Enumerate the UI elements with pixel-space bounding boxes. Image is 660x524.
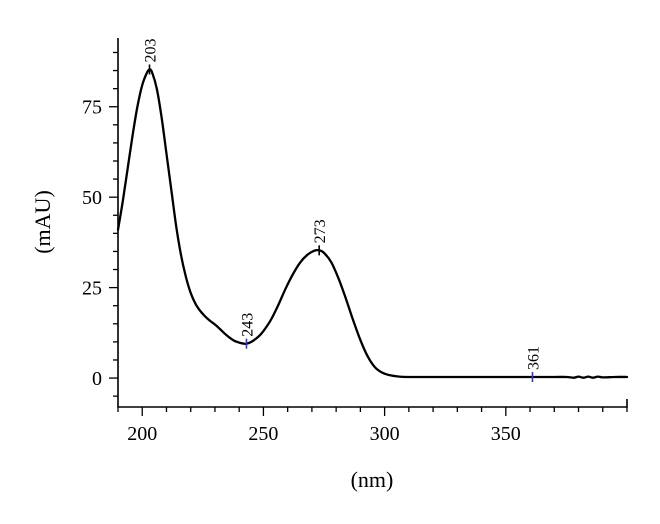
y-tick-label: 50 <box>82 187 102 209</box>
x-axis-title: (nm) <box>351 467 394 492</box>
y-tick-label: 0 <box>92 368 102 390</box>
peak-label: 273 <box>312 219 329 243</box>
x-tick-label: 250 <box>248 423 278 445</box>
x-tick-label: 350 <box>491 423 521 445</box>
y-axis-title: (mAU) <box>30 190 55 254</box>
ticks-layer: 200 250 300 350 0 25 50 75 <box>82 51 628 445</box>
peaks-layer: 203 243 273 361 <box>143 38 542 382</box>
y-tick-label: 25 <box>82 278 102 300</box>
peak-label: 203 <box>143 38 160 62</box>
plot-frame <box>117 38 628 408</box>
peak-label: 243 <box>239 313 256 337</box>
absorbance-line <box>116 68 629 379</box>
x-tick-label: 300 <box>370 423 400 445</box>
y-tick-label: 75 <box>82 97 102 119</box>
x-tick-label: 200 <box>127 423 157 445</box>
peak-label: 361 <box>525 346 542 370</box>
